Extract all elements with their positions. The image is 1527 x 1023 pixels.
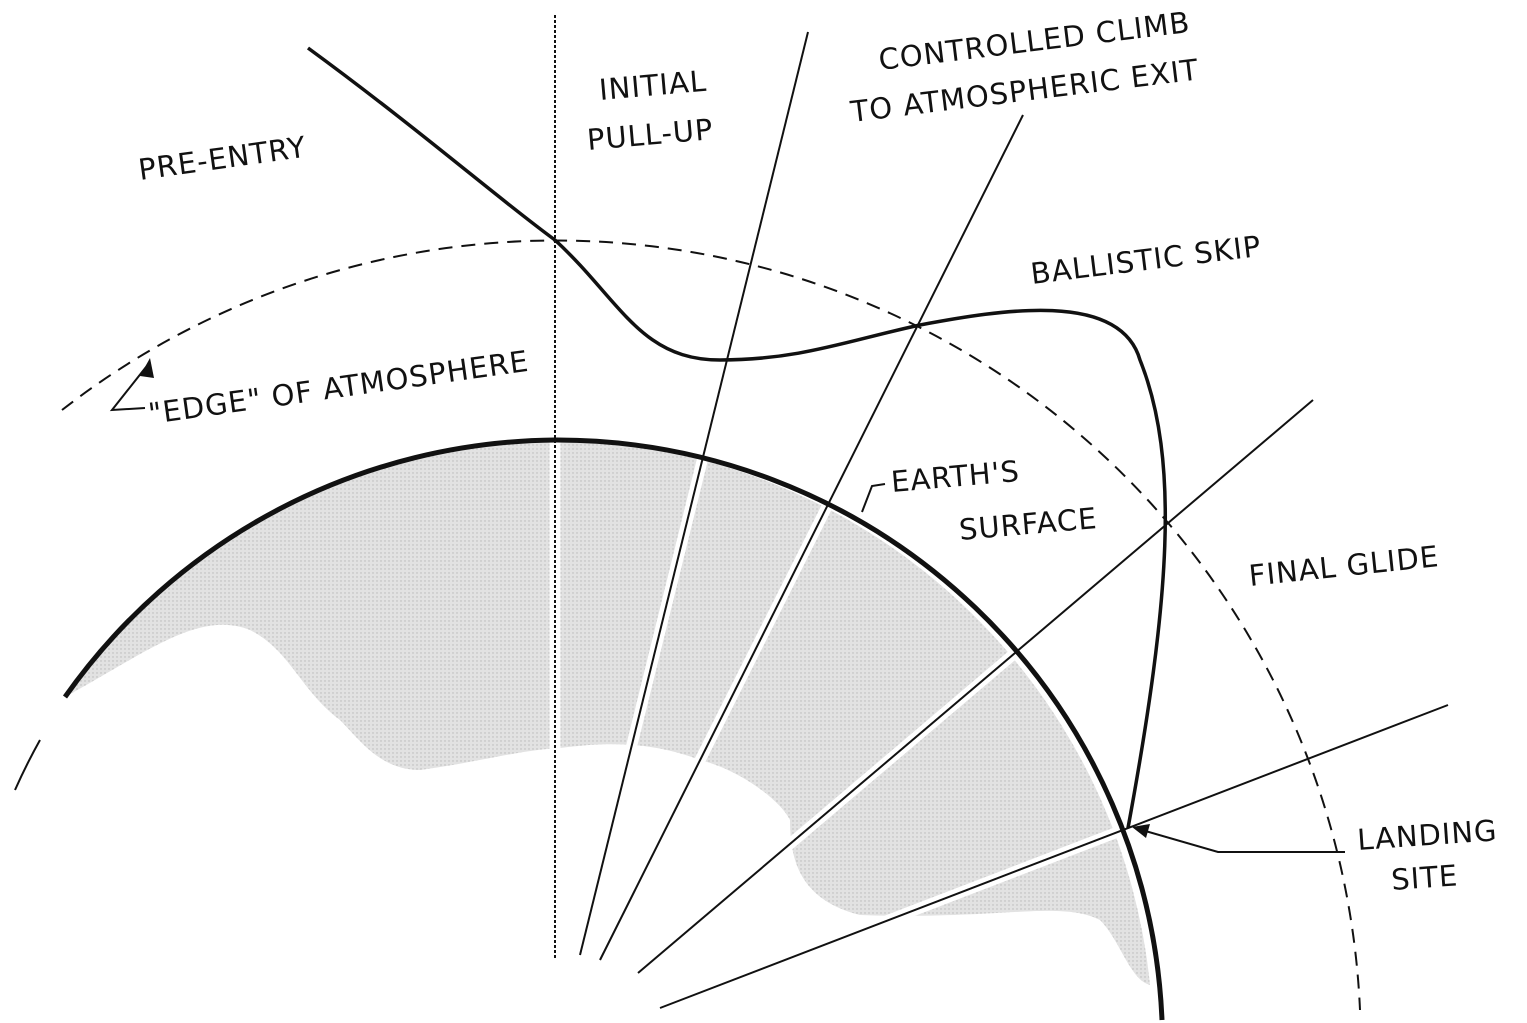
label: EARTH'S: [890, 454, 1022, 499]
surface-tick: [15, 740, 40, 790]
label: SURFACE: [958, 501, 1099, 547]
label: "EDGE" OF ATMOSPHERE: [146, 344, 531, 431]
label: BALLISTIC SKIP: [1029, 229, 1264, 291]
label: PULL-UP: [586, 112, 715, 157]
label: INITIAL: [598, 64, 709, 107]
label: SITE: [1390, 858, 1459, 897]
label: LANDING: [1356, 813, 1498, 857]
diagram: PRE-ENTRY INITIAL PULL-UP CONTROLLED CLI…: [0, 0, 1527, 1023]
arrowhead: [140, 358, 154, 378]
label: PRE-ENTRY: [136, 130, 308, 187]
label: FINAL GLIDE: [1247, 539, 1440, 593]
